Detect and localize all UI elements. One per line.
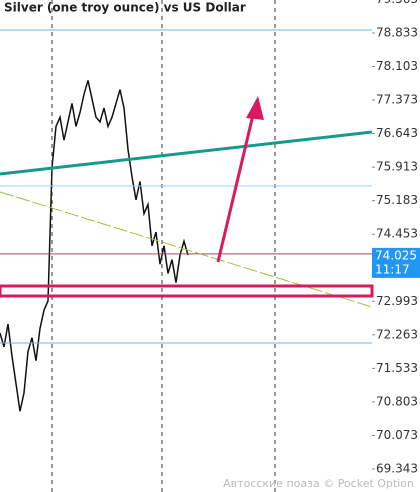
y-tick-label: 75.183 — [376, 193, 418, 207]
y-tick-label: 69.343 — [376, 461, 418, 475]
chart-title: Silver (one troy ounce) vs US Dollar — [4, 1, 246, 15]
y-tick-label: 77.373 — [376, 93, 418, 107]
price-line — [0, 80, 189, 412]
y-tick-label: 72.263 — [376, 327, 418, 341]
y-tick-label: 70.803 — [376, 394, 418, 408]
forecast-arrow — [216, 114, 255, 263]
y-tick-label: 74.453 — [376, 227, 418, 241]
trend-line — [0, 191, 373, 308]
watermark: Автосские поаза © Pocket Option — [223, 477, 414, 490]
y-tick-label: 79.563 — [376, 0, 418, 6]
plot-layer — [0, 80, 372, 412]
current-time-label: 11:17 — [375, 262, 410, 276]
y-tick-label: 71.533 — [376, 361, 418, 375]
y-tick-label: 70.073 — [376, 428, 418, 442]
zone-box — [0, 284, 374, 298]
trend-line — [0, 130, 373, 176]
price-axis: 79.563 78.833 78.103 77.373 76.643 75.913 75.1… — [372, 0, 420, 475]
y-tick-label: 78.103 — [376, 59, 418, 73]
current-price-box — [372, 247, 420, 278]
y-tick-label: 75.913 — [376, 160, 418, 174]
y-tick-label: 78.833 — [376, 25, 418, 39]
current-price-label: 74.025 — [375, 248, 417, 262]
y-tick-label: 76.643 — [376, 126, 418, 140]
y-tick-label: 72.993 — [376, 294, 418, 308]
arrow-head — [246, 96, 264, 120]
